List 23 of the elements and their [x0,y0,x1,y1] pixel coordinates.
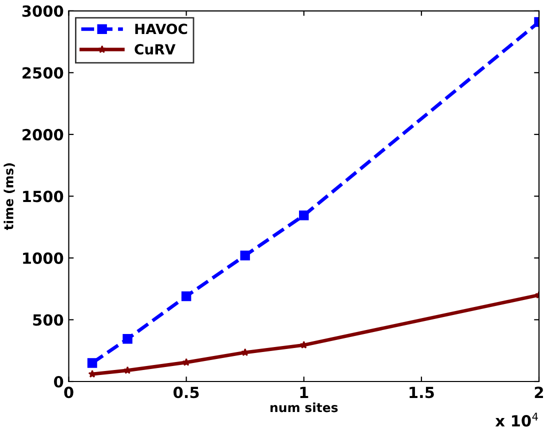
y-tick-label: 500 [33,314,64,326]
point [300,340,308,349]
y-tick-label: 3000 [22,5,64,17]
x-tick-label: 0 [64,386,74,398]
y-axis-title: time (ms) [4,163,15,230]
point [181,291,192,302]
y-tick-label: 1000 [23,252,64,264]
x-tick-label: 0.5 [174,386,199,398]
x-tick-label: 1 [300,386,308,398]
x-tick-label: 1.5 [410,386,434,398]
text: x 10$^{4}$ [495,412,538,427]
point [87,358,98,368]
y-tick-label: 2500 [22,67,64,79]
legend-label: HAVOC [135,24,188,34]
y-tick-label: 0 [54,376,64,388]
x-axis-title: num sites [270,402,338,412]
y-tick-label: 2000 [22,128,64,140]
legend-label: CuRV [134,44,176,55]
point [122,334,132,344]
x-tick-label: 2 [534,386,543,398]
point [299,210,309,220]
point [240,250,250,260]
y-tick-label: 1500 [23,190,64,202]
